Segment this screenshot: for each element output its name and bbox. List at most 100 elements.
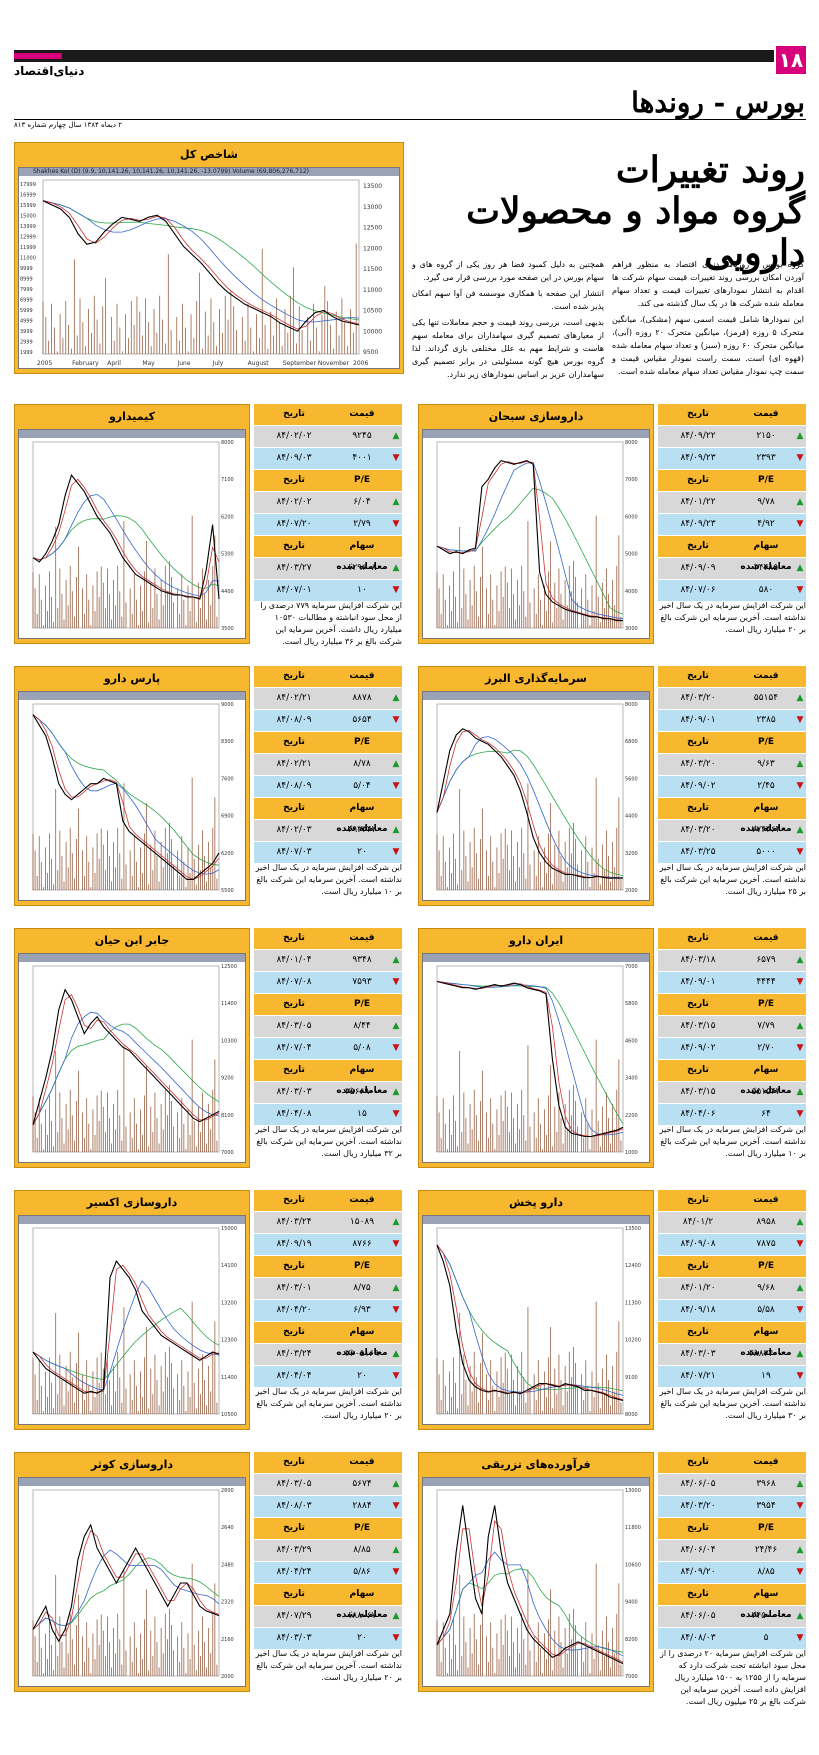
stock-chart-panel: فرآورده‌های تزریقی 7000 8200 9400 10600 11800…: [418, 1452, 654, 1692]
stock-note: این شرکت افزایش سرمایه در یک سال اخیر ند…: [659, 1125, 806, 1158]
table-row: ۸۴/۰۹/۰۹ ۳۴۴۸۵ ▲: [658, 558, 806, 580]
y-tick-label: 11500: [363, 266, 382, 273]
up-triangle-icon: ▲: [392, 1087, 400, 1097]
stock-table: تاریخ قیمت ۸۴/۰۹/۲۲ ۲۱۵۰ ▲ ۸۴/۰۹/۲۳ ۲۳۹۳ ▼ تاریخ…: [658, 404, 806, 602]
row-value: ۲۸۸۴: [352, 1501, 372, 1511]
stock-chart-frame: 1000 2200 3400 4600 5800 7000: [422, 953, 650, 1163]
stock-chart-topbar: [19, 1216, 245, 1224]
table-row: ۸۴/۰۷/۰۶ ۵۸۰ ▼: [658, 580, 806, 602]
table-row: ۸۴/۰۶/۰۵ ۳۴۵۰۰۰ ▲: [658, 1606, 806, 1628]
y-tick-label: 9500: [363, 349, 378, 356]
stock-table: تاریخ قیمت ۸۴/۰۱/۲ ۸۹۵۸ ▲ ۸۴/۰۹/۰۸ ۷۸۷۵ ▼ تاریخ P…: [658, 1190, 806, 1388]
down-triangle-icon: ▼: [796, 585, 804, 595]
row-date: ۸۴/۰۲/۰۲: [276, 431, 312, 441]
ma5-line: [32, 994, 220, 1126]
y-left-tick-label: 4999: [20, 319, 33, 325]
table-row: ۸۴/۰۷/۰۱ ۱۰ ▼: [254, 580, 402, 602]
plot-area: [32, 703, 220, 891]
row-value: ۸/۴۴: [353, 1021, 371, 1031]
stock-chart-panel: پارس دارو 5500 6200 6900 7600 8300 9000: [14, 666, 250, 906]
value-header: سهام معامله شده: [336, 541, 388, 572]
y-tick-label: 8100: [221, 1113, 234, 1119]
date-header: تاریخ: [283, 1327, 305, 1337]
y-tick-label: 2200: [625, 1113, 638, 1119]
ma20-line: [32, 1280, 220, 1391]
date-header: تاریخ: [283, 475, 305, 485]
plot-area: [436, 441, 624, 629]
row-date: ۸۴/۰۱/۲: [682, 1217, 714, 1227]
y-tick-label: 6200: [221, 514, 234, 520]
row-value: ۶۴: [761, 1109, 771, 1119]
row-date: ۸۴/۰۹/۲۳: [680, 453, 716, 463]
table-row: ۸۴/۰۱/۲ ۸۹۵۸ ▲: [658, 1212, 806, 1234]
y-tick-label: 12500: [363, 225, 382, 232]
row-value: ۵۵۱۵۴: [753, 693, 779, 703]
y-tick-label: 8000: [625, 1412, 638, 1418]
date-header: تاریخ: [283, 541, 305, 551]
row-date: ۸۴/۰۳/۲۵: [680, 847, 716, 857]
value-header: P/E: [757, 999, 775, 1009]
stock-name: سرمایه‌گذاری البرز: [485, 672, 587, 685]
price-line: [32, 988, 220, 1126]
y-tick-label: 7000: [221, 1150, 234, 1156]
stock-block: فرآورده‌های تزریقی 7000 8200 9400 10600 11800…: [418, 1452, 806, 1706]
price-line: [32, 1523, 220, 1643]
table-row: ۸۴/۰۳/۲۹ ۸/۸۵ ▲: [254, 1540, 402, 1562]
table-row: ۸۴/۰۳/۰۵ ۸/۴۴ ▲: [254, 1016, 402, 1038]
stock-name: جابر ابن حیان: [94, 934, 170, 947]
row-value: ۵/۵۸: [757, 1305, 775, 1315]
stock-chart-frame: 10500 11400 12300 13200 14100 15000: [18, 1215, 246, 1425]
y-tick-label: 4000: [625, 589, 638, 595]
table-row: ۸۴/۰۲/۰۲ ۶/۰۴ ▲: [254, 492, 402, 514]
down-triangle-icon: ▼: [392, 715, 400, 725]
row-date: ۸۴/۰۹/۰۱: [680, 715, 716, 725]
ma5-line: [436, 1520, 624, 1663]
table-row: ۸۴/۰۳/۱۸ ۶۵۷۹ ▲: [658, 950, 806, 972]
date-header: تاریخ: [283, 737, 305, 747]
table-row: ۸۴/۰۴/۰۸ ۱۵ ▼: [254, 1104, 402, 1126]
headline-line-1: روند تغییرات: [615, 149, 805, 191]
row-date: ۸۴/۰۹/۰۲: [680, 781, 716, 791]
y-left-tick-label: 12999: [20, 235, 36, 241]
value-header: P/E: [757, 1261, 775, 1271]
table-header-row: تاریخ P/E: [658, 470, 806, 492]
row-date: ۸۴/۰۳/۲۰: [680, 1501, 716, 1511]
ma5-line: [42, 200, 360, 330]
row-value: ۲۰: [357, 847, 367, 857]
row-value: ۱۲۹۶۰۸: [347, 563, 377, 573]
y-tick-label: 2800: [221, 1488, 234, 1494]
stock-table: تاریخ قیمت ۸۴/۰۶/۰۵ ۳۹۶۸ ▲ ۸۴/۰۳/۲۰ ۳۹۵۴ ▼ تاریخ…: [658, 1452, 806, 1650]
row-date: ۸۴/۰۹/۰۳: [276, 453, 312, 463]
table-header-row: تاریخ سهام معامله شده: [254, 536, 402, 572]
row-date: ۸۴/۰۶/۰۵: [680, 1611, 716, 1621]
stock-table: تاریخ قیمت ۸۴/۰۳/۱۸ ۶۵۷۹ ▲ ۸۴/۰۹/۰۱ ۴۴۴۴ ▼ تاریخ…: [658, 928, 806, 1126]
date-header: تاریخ: [687, 803, 709, 813]
row-value: ۸/۸۵: [353, 1545, 371, 1555]
row-value: ۸/۸۵: [757, 1567, 775, 1577]
row-date: ۸۴/۰۳/۱۵: [680, 1021, 716, 1031]
row-value: ۹/۷۸: [757, 497, 775, 507]
row-value: ۲۰: [357, 1633, 367, 1643]
row-value: ۲۷۴۴۶۴: [751, 825, 781, 835]
value-header: قیمت: [349, 1457, 375, 1467]
index-chart: 13500 13000 12500 12000 11500 11000 10500 10000…: [20, 179, 382, 367]
stock-chart-panel: سرمایه‌گذاری البرز 2000 3200 4400 5600 6800 80…: [418, 666, 654, 906]
down-triangle-icon: ▼: [796, 1109, 804, 1119]
index-chart-frame: Shakhes Kol (D) (9.9, 10,141.26, 10,141.…: [18, 167, 400, 369]
table-row: ۸۴/۰۴/۲۰ ۶/۹۳ ▼: [254, 1300, 402, 1322]
y-tick-label: 9200: [221, 1076, 234, 1082]
y-tick-label: 14100: [221, 1263, 237, 1269]
row-value: ۵/۸۶: [353, 1567, 371, 1577]
down-triangle-icon: ▼: [392, 1109, 400, 1119]
row-value: ۲۴/۴۶: [754, 1545, 778, 1555]
row-date: ۸۴/۰۴/۰۸: [276, 1109, 312, 1119]
y-tick-label: 10300: [221, 1038, 237, 1044]
row-date: ۸۴/۰۸/۰۳: [680, 1633, 716, 1643]
up-triangle-icon: ▲: [796, 563, 804, 573]
date-header: تاریخ: [687, 737, 709, 747]
row-value: ۷/۷۹: [757, 1021, 775, 1031]
row-date: ۸۴/۰۹/۱۹: [276, 1239, 312, 1249]
table-row: ۸۴/۰۹/۱۸ ۵/۵۸ ▼: [658, 1300, 806, 1322]
row-value: ۵۶۵۴: [352, 715, 372, 725]
y-tick-label: 11300: [625, 1300, 641, 1306]
